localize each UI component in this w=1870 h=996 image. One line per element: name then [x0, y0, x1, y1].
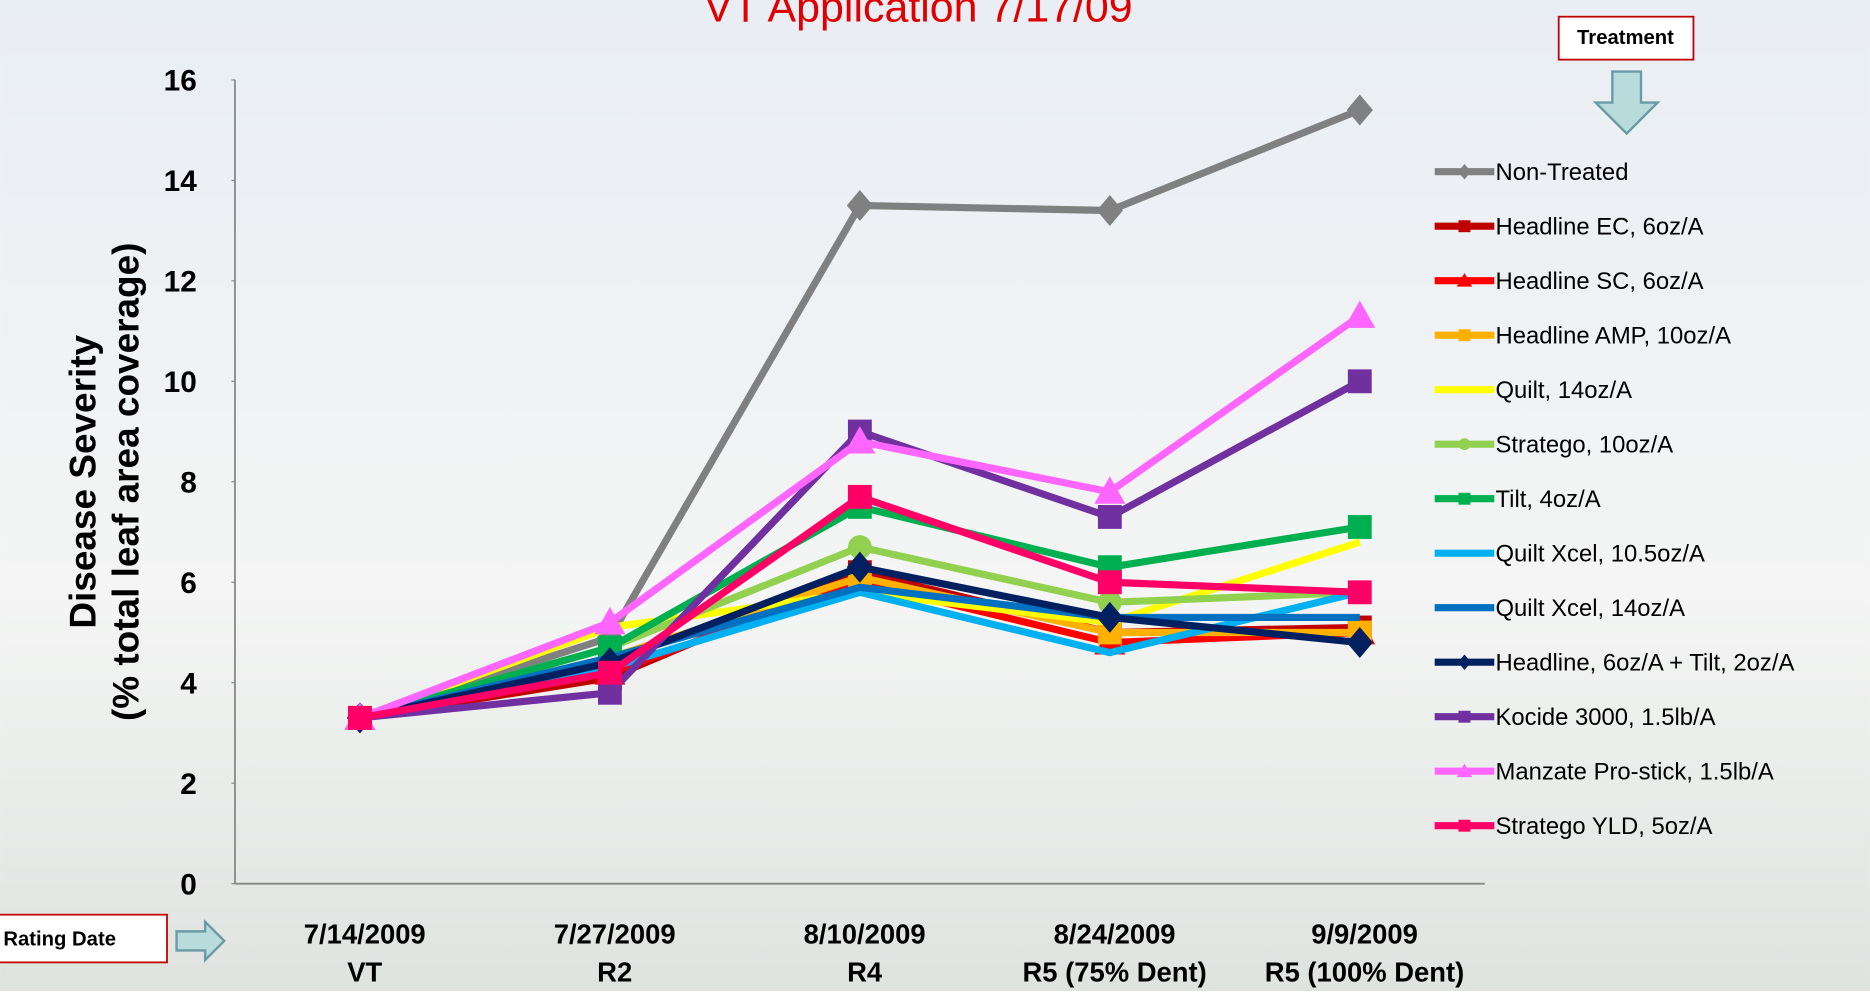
x-tick-label: 7/27/2009: [554, 918, 676, 949]
y-tick-label: 14: [164, 165, 198, 198]
x-tick-label: 9/9/2009: [1311, 918, 1418, 949]
y-axis-label: Disease Severity (% total leaf area cove…: [62, 243, 146, 722]
legend-marker: [1458, 819, 1471, 832]
legend-label: Quilt Xcel, 10.5oz/A: [1495, 541, 1704, 568]
legend-marker: [1457, 654, 1472, 670]
y-tick-label: 2: [180, 768, 197, 801]
legend-title-box: [1557, 15, 1695, 61]
data-point: [846, 551, 873, 583]
data-point: [847, 535, 872, 560]
y-label-line: (% total leaf area coverage): [105, 243, 146, 722]
legend-title: Treatment: [1577, 27, 1674, 49]
legend-marker: [1457, 163, 1472, 180]
y-tick-label: 6: [180, 567, 197, 600]
data-point: [348, 705, 372, 730]
data-point: [1096, 601, 1123, 633]
chart-title: VT Application 7/17/09: [704, 0, 1133, 31]
x-tick-label: 8/10/2009: [804, 918, 926, 949]
x-tick-label: R5 (75% Dent): [1022, 956, 1206, 987]
legend-label: Manzate Pro-stick, 1.5lb/A: [1495, 759, 1773, 786]
data-point: [1347, 580, 1372, 605]
legend-label: Headline, 6oz/A + Tilt, 2oz/A: [1495, 650, 1794, 677]
data-point: [594, 606, 626, 635]
arrow-down: [1592, 70, 1661, 136]
data-point: [597, 680, 622, 705]
legend-label: Tilt, 4oz/A: [1495, 486, 1600, 513]
x-tick-label: VT: [347, 956, 382, 987]
y-tick-label: 16: [164, 65, 197, 98]
legend-marker: [1458, 220, 1471, 233]
legend-marker: [1458, 710, 1471, 723]
y-tick-label: 8: [180, 467, 197, 500]
legend-label: Headline EC, 6oz/A: [1495, 214, 1703, 241]
x-tick-label: R5 (100% Dent): [1265, 956, 1465, 987]
legend-marker: [1456, 272, 1473, 287]
x-tick-label: 8/24/2009: [1054, 918, 1176, 949]
legend-label: Headline AMP, 10oz/A: [1495, 323, 1731, 350]
x-label-box: [0, 913, 168, 964]
data-point: [847, 484, 872, 509]
arrow-right: [175, 918, 226, 963]
x-tick-label: R4: [847, 956, 883, 987]
y-tick-label: 12: [164, 266, 197, 299]
y-tick-label: 10: [164, 366, 197, 399]
x-tick-label: 7/14/2009: [304, 918, 426, 949]
legend-marker: [1458, 329, 1471, 342]
data-point: [1346, 627, 1373, 659]
data-point: [1097, 570, 1122, 595]
x-axis-label: Rating Date: [3, 929, 116, 951]
data-point: [846, 189, 873, 221]
data-point: [1347, 515, 1372, 539]
y-label-line: Disease Severity: [62, 334, 103, 628]
data-point: [1347, 369, 1372, 394]
y-tick-label: 0: [180, 868, 197, 901]
data-point: [1097, 505, 1122, 529]
legend-label: Quilt, 14oz/A: [1495, 377, 1632, 404]
legend-label: Non-Treated: [1495, 159, 1628, 186]
y-tick-label: 4: [180, 667, 197, 700]
legend-marker: [1456, 763, 1473, 778]
legend-marker: [1458, 492, 1471, 505]
legend-label: Stratego, 10oz/A: [1495, 432, 1673, 459]
data-point: [1094, 476, 1126, 504]
data-point: [844, 426, 876, 454]
data-point: [597, 660, 622, 685]
legend-label: Kocide 3000, 1.5lb/A: [1495, 704, 1715, 731]
legend-label: Stratego YLD, 5oz/A: [1495, 813, 1712, 840]
legend-label: Quilt Xcel, 14oz/A: [1495, 595, 1685, 622]
legend-marker: [1458, 438, 1471, 451]
legend-label: Headline SC, 6oz/A: [1495, 268, 1703, 295]
data-point: [1344, 300, 1376, 328]
x-tick-label: R2: [597, 956, 632, 987]
